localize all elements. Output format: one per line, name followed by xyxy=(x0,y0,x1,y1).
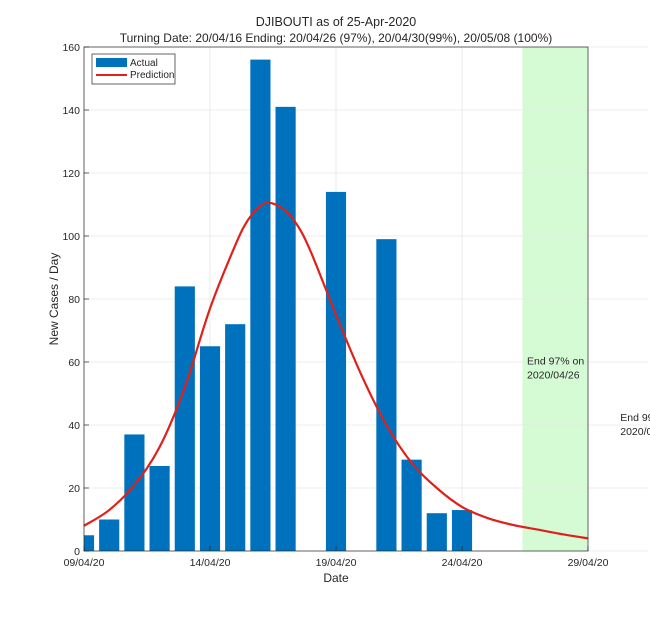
x-tick-label: 14/04/20 xyxy=(190,557,231,569)
x-tick-label: 09/04/20 xyxy=(64,557,105,569)
end-annotation-text: End 99% on xyxy=(620,412,650,424)
bar-actual xyxy=(250,59,271,551)
x-tick-label: 19/04/20 xyxy=(316,557,357,569)
y-tick-label: 40 xyxy=(68,420,80,432)
legend: Actual Prediction xyxy=(91,53,176,85)
bar-actual xyxy=(451,510,473,551)
bar-actual xyxy=(325,191,347,551)
end-annotation-text: 2020/04/30 xyxy=(620,426,650,438)
y-tick-label: 60 xyxy=(68,357,80,369)
bar-actual xyxy=(124,434,145,551)
bar-actual xyxy=(275,106,296,551)
end-annotation-text: End 97% on xyxy=(527,355,584,367)
legend-prediction-label: Prediction xyxy=(130,70,174,81)
end-annotation-text: 2020/04/26 xyxy=(527,369,580,381)
plot-area-box xyxy=(83,46,589,552)
legend-actual-label: Actual xyxy=(130,58,158,69)
y-tick-label: 20 xyxy=(68,483,80,495)
bar-actual xyxy=(149,465,170,551)
x-tick-label: 24/04/20 xyxy=(442,557,483,569)
bar-actual xyxy=(84,535,95,551)
prediction-line xyxy=(83,201,589,540)
chart-title: DJIBOUTI as of 25-Apr-2020 xyxy=(256,15,417,29)
y-tick-label: 80 xyxy=(68,294,80,306)
y-tick-label: 140 xyxy=(62,105,80,117)
y-tick-label: 0 xyxy=(74,546,80,558)
bar-actual xyxy=(376,239,397,551)
bar-actual xyxy=(199,346,221,551)
y-tick-label: 100 xyxy=(62,231,80,243)
bar-actual xyxy=(225,324,246,551)
y-tick-label: 120 xyxy=(62,168,80,180)
legend-actual-swatch xyxy=(96,58,127,67)
y-tick-label: 160 xyxy=(62,42,80,54)
bar-actual xyxy=(426,513,447,551)
x-tick-label: 29/04/20 xyxy=(568,557,609,569)
x-axis-label: Date xyxy=(323,571,349,585)
bar-actual xyxy=(99,519,120,551)
y-axis-label: New Cases / Day xyxy=(47,253,61,346)
bar-actual xyxy=(174,286,195,551)
bar-actual xyxy=(401,459,422,551)
chart-subtitle: Turning Date: 20/04/16 Ending: 20/04/26 … xyxy=(120,31,553,45)
